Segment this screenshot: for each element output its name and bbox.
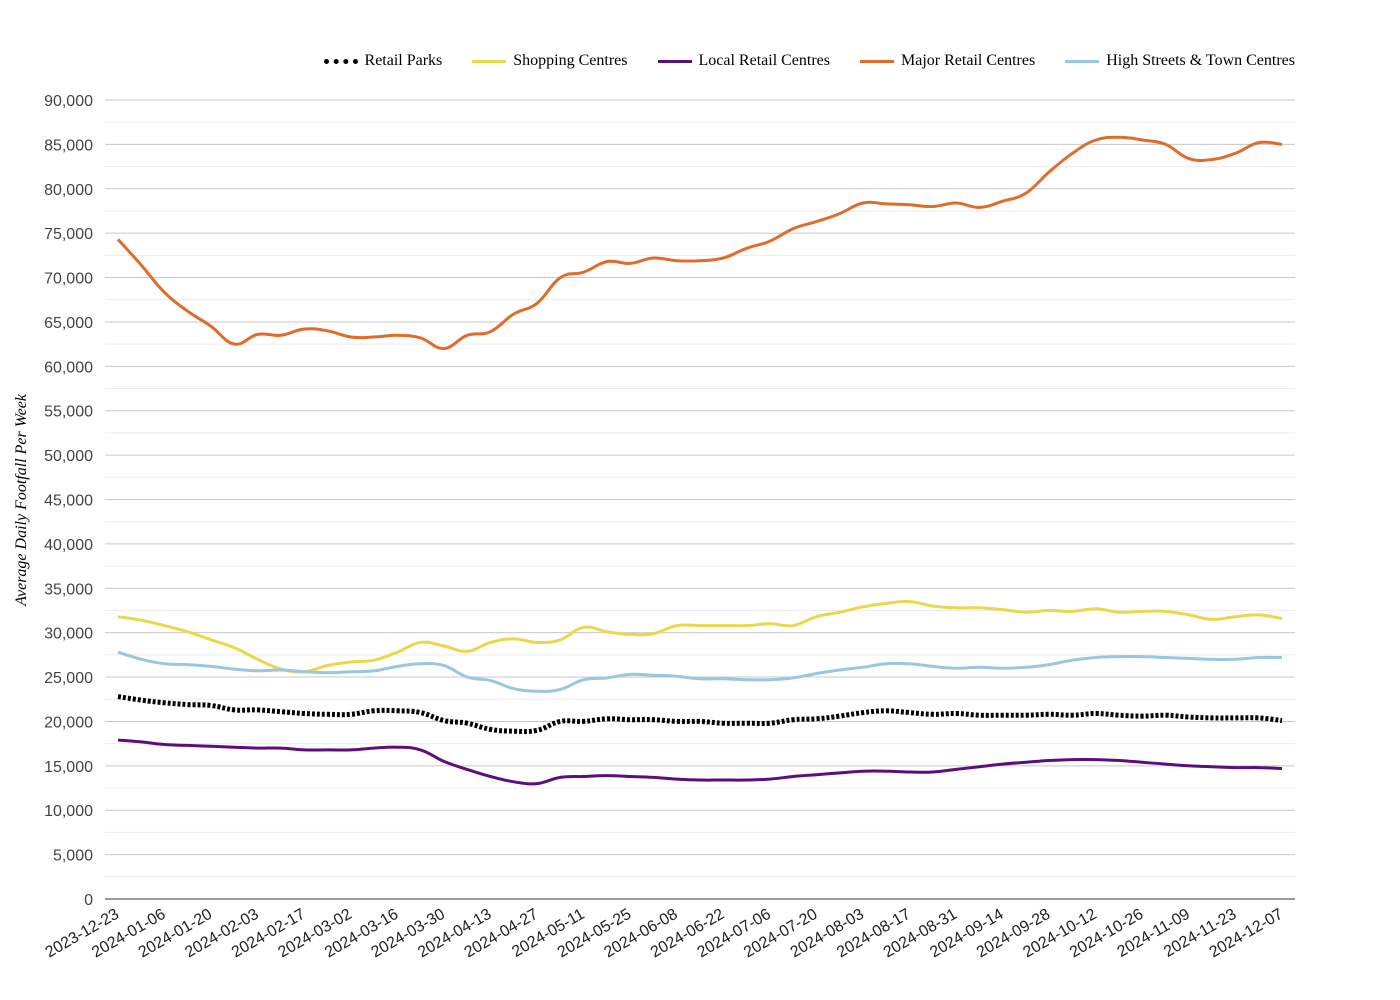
series-lines: [116, 135, 1283, 786]
y-tick-label: 40,000: [44, 537, 93, 554]
legend-label: High Streets & Town Centres: [1106, 52, 1295, 69]
y-tick-label: 60,000: [44, 359, 93, 376]
chart-legend: Retail Parks Shopping Centres Local Retail…: [323, 52, 1295, 70]
series-line-high-streets-town-centres: [117, 650, 1283, 693]
series-line-shopping-centres: [117, 599, 1283, 674]
y-tick-label: 55,000: [44, 404, 93, 421]
y-tick-label: 85,000: [44, 137, 93, 154]
y-axis-label: Average Daily Footfall Per Week: [13, 393, 30, 607]
y-tick-label: 75,000: [44, 226, 93, 243]
series-line-local-retail-centres: [117, 738, 1283, 786]
y-tick-label: 10,000: [44, 803, 93, 820]
y-tick-label: 45,000: [44, 493, 93, 510]
legend-swatch: [1065, 59, 1100, 63]
y-axis-ticks: 0 5,000 10,000 15,000 20,000 25,000 30,000 35,0…: [44, 93, 93, 909]
series-line-retail-parks: [117, 694, 1283, 735]
y-tick-label: 0: [84, 892, 93, 909]
y-tick-label: 30,000: [44, 626, 93, 643]
gridlines: [105, 99, 1295, 878]
y-tick-label: 5,000: [53, 848, 93, 865]
legend-swatch: [657, 59, 692, 63]
legend-label: Local Retail Centres: [698, 52, 831, 69]
legend-label: Retail Parks: [364, 52, 443, 69]
legend-swatch: [860, 59, 895, 63]
legend-label: Major Retail Centres: [901, 52, 1036, 69]
legend-item-major-retail-centres: Major Retail Centres: [860, 52, 1035, 70]
legend-swatch: [323, 58, 358, 64]
series-line-major-retail-centres: [116, 135, 1283, 351]
legend-item-high-streets-town-centres: High Streets & Town Centres: [1065, 52, 1295, 70]
legend-item-local-retail-centres: Local Retail Centres: [657, 52, 831, 70]
x-axis-ticks: 2023-12-232024-01-062024-01-202024-02-03…: [43, 906, 1286, 962]
y-tick-label: 35,000: [44, 581, 93, 598]
y-tick-label: 80,000: [44, 182, 93, 199]
y-tick-label: 50,000: [44, 448, 93, 465]
legend-item-retail-parks: Retail Parks: [323, 52, 443, 70]
y-tick-label: 90,000: [44, 93, 93, 110]
legend-item-shopping-centres: Shopping Centres: [472, 52, 628, 70]
y-tick-label: 65,000: [44, 315, 93, 332]
y-tick-label: 25,000: [44, 670, 93, 687]
legend-label: Shopping Centres: [513, 52, 628, 69]
y-tick-label: 20,000: [44, 714, 93, 731]
y-tick-label: 15,000: [44, 759, 93, 776]
legend-swatch: [472, 59, 507, 63]
y-tick-label: 70,000: [44, 271, 93, 288]
